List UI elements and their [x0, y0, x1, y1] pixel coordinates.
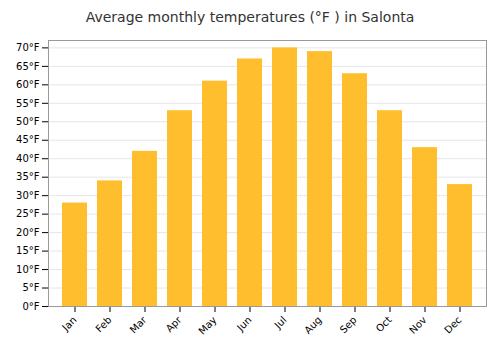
svg-text:0°F: 0°F	[22, 301, 39, 312]
svg-text:Apr: Apr	[164, 314, 185, 335]
svg-text:35°F: 35°F	[16, 171, 40, 182]
svg-text:Dec: Dec	[442, 314, 463, 335]
svg-text:May: May	[196, 314, 218, 336]
html-text:Average monthly temperatures (: Average monthly temperatures (°F ) in Sa…	[85, 9, 415, 25]
svg-text:Mar: Mar	[128, 314, 150, 336]
svg-text:Nov: Nov	[407, 314, 429, 336]
svg-text:25°F: 25°F	[16, 208, 40, 219]
svg-text:65°F: 65°F	[16, 61, 40, 72]
svg-text:15°F: 15°F	[16, 245, 40, 256]
svg-text:Feb: Feb	[93, 314, 113, 334]
svg-text:Jul: Jul	[272, 314, 289, 331]
svg-text:30°F: 30°F	[16, 190, 40, 201]
svg-text:50°F: 50°F	[16, 116, 40, 127]
svg-text:5°F: 5°F	[22, 282, 39, 293]
svg-text:Oct: Oct	[374, 314, 394, 334]
svg-text:20°F: 20°F	[16, 227, 40, 238]
svg-text:Sep: Sep	[338, 314, 359, 335]
svg-text:10°F: 10°F	[16, 264, 40, 275]
svg-text:55°F: 55°F	[16, 98, 40, 109]
svg-text:60°F: 60°F	[16, 79, 40, 90]
svg-text:70°F: 70°F	[16, 42, 40, 53]
svg-text:Aug: Aug	[302, 314, 324, 336]
svg-text:Jun: Jun	[234, 314, 254, 334]
svg-text:40°F: 40°F	[16, 153, 40, 164]
svg-text:45°F: 45°F	[16, 134, 40, 145]
svg-text:Jan: Jan	[59, 314, 78, 333]
